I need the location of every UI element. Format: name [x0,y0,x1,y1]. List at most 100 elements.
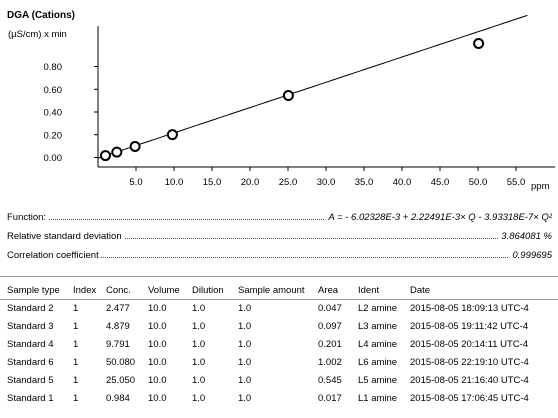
data-point [111,146,123,158]
data-point [129,140,141,152]
table-cell: 4.879 [106,320,130,332]
table-cell: 1.0 [192,374,206,386]
y-tick-label: 0.20 [44,130,63,141]
data-point [99,150,111,162]
table-cell: 10.0 [148,302,167,314]
calibration-chart: DGA (Cations) (µS/cm) x min ppm 5.0 10.0 1… [7,10,555,192]
table-cell: 1.0 [238,374,252,386]
table-cell: 25.050 [106,374,136,386]
function-label: Function: [7,211,49,224]
chart-title: DGA (Cations) [7,10,75,21]
x-tick-label: 10.0 [165,177,184,188]
table-header-row: Sample type Index Conc. Volume Dilution … [7,281,538,299]
table-cell: Standard 1 [7,392,54,404]
table-cell: 9.791 [106,338,130,350]
table-cell: 0.545 [318,374,342,386]
column-header: Conc. [106,284,131,296]
leader-dots [7,257,552,258]
table-cell: 0.201 [318,338,342,350]
y-axis-label: (µS/cm) x min [8,29,67,40]
leader-dots [7,219,552,220]
x-axis-label: ppm [531,181,550,192]
column-header: Volume [148,284,180,296]
x-tick-label: 55.0 [507,177,526,188]
table-cell: L2 amine [358,302,398,314]
table-cell: 1 [73,302,79,314]
rsd-row: Relative standard deviation 3.864081 % [7,230,552,243]
table-cell: 1.0 [238,392,252,404]
table-cell: 10.0 [148,392,167,404]
table-cell: 1 [73,392,79,404]
column-header: Dilution [192,284,224,296]
column-header: Sample amount [238,284,305,296]
table-cell: 10.0 [148,374,167,386]
table-cell: 2015-08-05 21:16:40 UTC-4 [410,374,529,386]
x-tick-label: 50.0 [469,177,488,188]
table-cell: 1.0 [238,302,252,314]
table-cell: 50.080 [106,356,136,368]
table-cell: L5 amine [358,374,398,386]
rsd-label: Relative standard deviation [7,230,124,243]
x-tick-label: 15.0 [203,177,222,188]
x-tick-label: 20.0 [241,177,260,188]
table-cell: 2015-08-05 18:09:13 UTC-4 [410,302,529,314]
table-cell: L6 amine [358,356,398,368]
table-cell: Standard 4 [7,338,54,350]
table-cell: Standard 5 [7,374,54,386]
table-cell: 2015-08-05 17:06:45 UTC-4 [410,392,529,404]
x-tick-label: 45.0 [431,177,450,188]
table-cell: 10.0 [148,338,167,350]
correlation-value: 0.999695 [509,249,552,262]
table-cell: 1.0 [192,356,206,368]
column-header: Date [410,284,431,296]
table-row: Standard 6 1 50.080 10.0 1.0 1.0 1.002 L6 amine… [7,353,538,371]
data-point [473,38,485,50]
y-tick-label: 0.80 [44,62,63,73]
table-cell: 0.047 [318,302,342,314]
table-row: Standard 3 1 4.879 10.0 1.0 1.0 0.097 L3 amine 2… [7,317,538,335]
y-tick-label: 0.40 [44,108,63,119]
table-cell: Standard 3 [7,320,54,332]
x-tick-label: 30.0 [317,177,336,188]
function-row: Function: A = - 6.02328E-3 + 2.22491E-3×… [7,211,552,224]
table-cell: Standard 6 [7,356,54,368]
table-row: Standard 2 1 2.477 10.0 1.0 1.0 0.047 L2 amine 2… [7,299,538,317]
table-cell: Standard 2 [7,302,54,314]
table-cell: 1.0 [238,320,252,332]
y-tick-label: 0.60 [44,85,63,96]
table-cell: 1.002 [318,356,342,368]
table-cell: L1 amine [358,392,398,404]
leader-dots [7,238,552,239]
fit-curve [97,14,528,159]
correlation-row: Correlation coefficient 0.999695 [7,249,552,262]
table-row: Standard 4 1 9.791 10.0 1.0 1.0 0.201 L4 amine 2… [7,335,538,353]
function-value: A = - 6.02328E-3 + 2.22491E-3× Q - 3.933… [325,211,552,224]
x-tick-label: 35.0 [355,177,374,188]
table-cell: 0.097 [318,320,342,332]
table-cell: 0.017 [318,392,342,404]
table-row: Standard 5 1 25.050 10.0 1.0 1.0 0.545 L5 amine… [7,371,538,389]
table-row: Standard 1 1 0.984 10.0 1.0 1.0 0.017 L1 amine 2… [7,389,538,407]
y-tick-label: 0.00 [44,153,63,164]
table-cell: L3 amine [358,320,398,332]
x-tick-label: 25.0 [279,177,298,188]
table-cell: 1 [73,338,79,350]
table-cell: 0.984 [106,392,130,404]
table-cell: 1.0 [192,320,206,332]
table-cell: 10.0 [148,356,167,368]
table-cell: 2015-08-05 20:14:11 UTC-4 [410,338,529,350]
table-top-divider [0,276,558,277]
x-tick-label: 40.0 [393,177,412,188]
table-cell: 1.0 [192,338,206,350]
standards-table: Sample type Index Conc. Volume Dilution … [7,281,538,407]
column-header: Ident [358,284,380,296]
table-cell: L4 amine [358,338,398,350]
table-cell: 1 [73,374,79,386]
table-cell: 1 [73,356,79,368]
column-header: Sample type [7,284,60,296]
table-cell: 1.0 [192,392,206,404]
data-point [282,90,294,102]
table-cell: 1 [73,320,79,332]
table-cell: 1.0 [238,356,252,368]
column-header: Area [318,284,339,296]
